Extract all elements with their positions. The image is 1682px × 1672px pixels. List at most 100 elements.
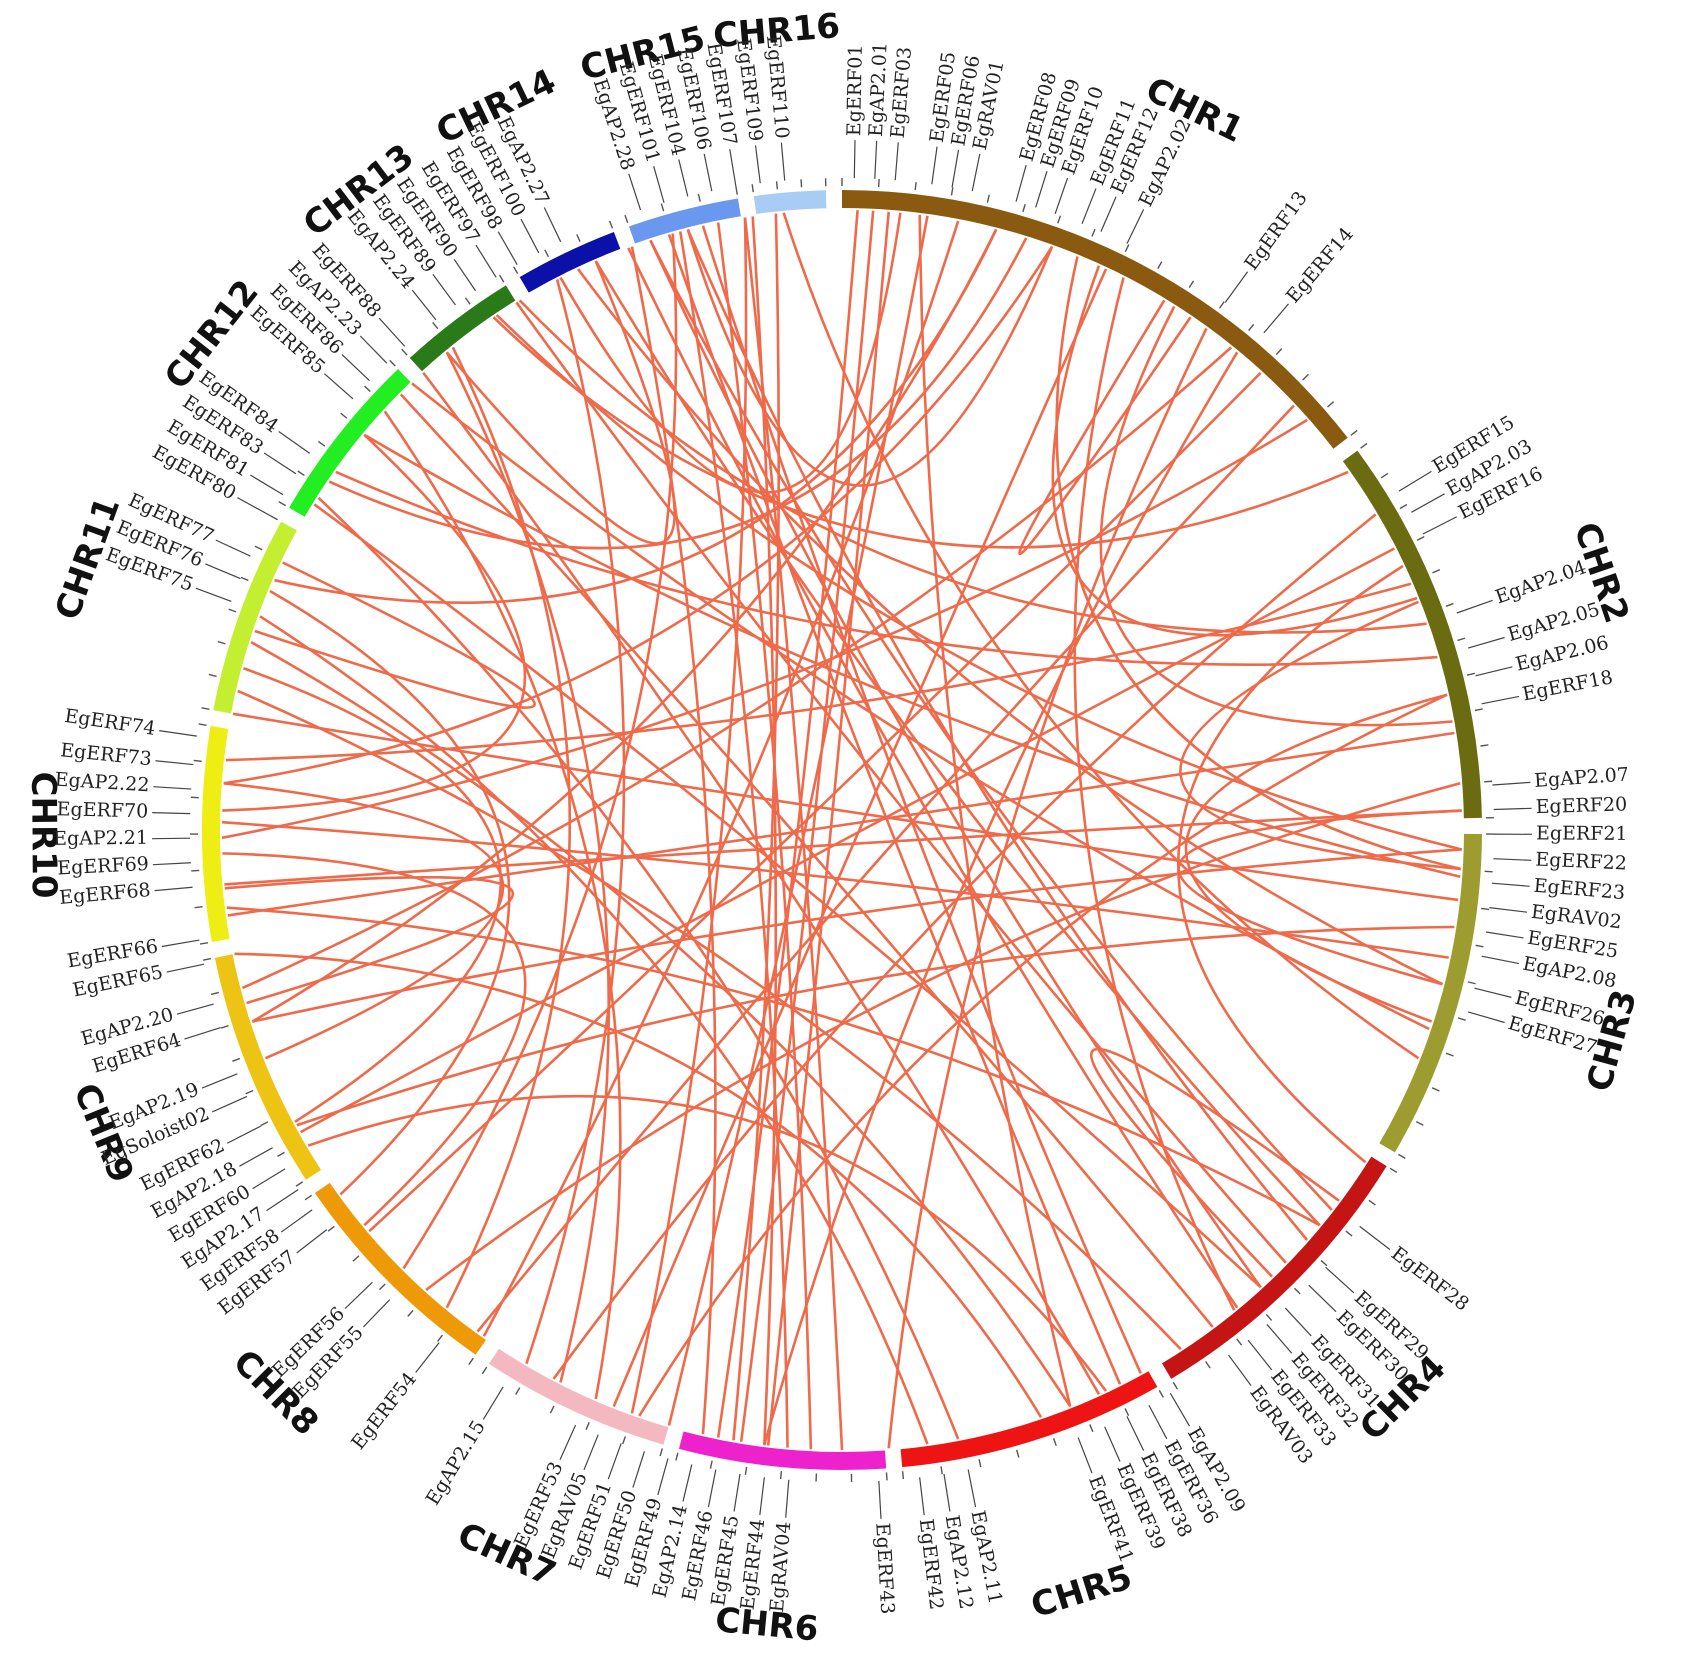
synteny-link bbox=[1055, 256, 1462, 871]
tick-mark bbox=[270, 515, 278, 521]
tick-mark bbox=[363, 385, 371, 393]
synteny-links bbox=[221, 210, 1462, 1451]
tick-mark bbox=[576, 234, 581, 242]
tick-mark bbox=[950, 187, 954, 196]
tick-mark bbox=[1172, 1381, 1179, 1390]
synteny-link bbox=[232, 712, 1459, 902]
gene-label: EgERF03 bbox=[887, 46, 916, 139]
gene-leader-line bbox=[1475, 666, 1513, 677]
synteny-link bbox=[766, 211, 890, 1446]
synteny-link bbox=[252, 848, 1462, 1023]
tick-mark bbox=[327, 1225, 335, 1232]
synteny-link bbox=[224, 809, 1462, 886]
gene-leader-line bbox=[252, 1168, 286, 1190]
gene-leader-line bbox=[296, 1229, 328, 1254]
chromosome-arc-chr4 bbox=[1161, 1156, 1387, 1379]
tick-mark bbox=[978, 1459, 982, 1468]
synteny-link bbox=[241, 346, 1233, 990]
synteny-link bbox=[649, 239, 1262, 1289]
chromosome-arc-chr5 bbox=[900, 1371, 1158, 1468]
gene-leader-line bbox=[1308, 1284, 1337, 1313]
tick-mark bbox=[800, 179, 803, 188]
tick-mark bbox=[1415, 1120, 1424, 1126]
synteny-link bbox=[630, 246, 717, 1435]
tick-mark bbox=[201, 707, 210, 711]
gene-leader-line bbox=[1284, 1307, 1312, 1337]
synteny-link bbox=[1184, 693, 1448, 1023]
gene-leader-line bbox=[359, 335, 388, 364]
tick-mark bbox=[1474, 708, 1483, 712]
tick-mark bbox=[1445, 602, 1454, 607]
gene-leader-line bbox=[1015, 164, 1027, 202]
tick-mark bbox=[608, 220, 614, 229]
gene-leader-line bbox=[759, 1477, 765, 1516]
chromosome-ring bbox=[201, 190, 1482, 1471]
gene-label: EgAP2.07 bbox=[1534, 764, 1630, 792]
gene-leader-line bbox=[155, 760, 194, 766]
gene-label: EgERF21 bbox=[1536, 822, 1628, 845]
gene-leader-line bbox=[1411, 493, 1445, 513]
synteny-link bbox=[223, 782, 505, 1060]
synteny-link bbox=[482, 220, 960, 1337]
synteny-link bbox=[492, 316, 1349, 549]
synteny-link bbox=[269, 589, 511, 1196]
synteny-link bbox=[251, 228, 998, 1023]
chromosome-arc-chr9 bbox=[214, 954, 322, 1180]
gene-leader-line bbox=[1126, 209, 1145, 244]
tick-mark bbox=[885, 1472, 888, 1481]
synteny-link bbox=[515, 301, 1287, 1264]
gene-label: EgERF70 bbox=[56, 798, 148, 822]
tick-mark bbox=[1457, 1017, 1466, 1021]
gene-leader-line bbox=[266, 1189, 299, 1212]
synteny-link bbox=[1073, 277, 1236, 1311]
chromosome-label: CHR5 bbox=[1026, 1557, 1136, 1626]
gene-leader-line bbox=[344, 1281, 373, 1310]
chromosome-arc-chr15 bbox=[628, 198, 741, 244]
synteny-link bbox=[243, 667, 503, 1123]
synteny-link bbox=[525, 279, 626, 1365]
gene-leader-line bbox=[1126, 1416, 1145, 1451]
gene-leader-line bbox=[559, 1424, 577, 1461]
synteny-link bbox=[221, 418, 1308, 840]
synteny-link bbox=[383, 410, 622, 1400]
tick-mark bbox=[1124, 1408, 1130, 1416]
synteny-link bbox=[701, 225, 1142, 1374]
gene-leader-line bbox=[1493, 858, 1532, 861]
tick-mark bbox=[1265, 1313, 1273, 1321]
tick-mark bbox=[352, 1255, 360, 1262]
chromosome-arc-chr2 bbox=[1342, 450, 1482, 819]
tick-mark bbox=[775, 181, 779, 190]
tick-mark bbox=[585, 1422, 590, 1430]
tick-mark bbox=[194, 906, 203, 909]
gene-leader-line bbox=[1467, 636, 1505, 649]
synteny-link bbox=[638, 693, 1448, 1417]
tick-mark bbox=[513, 266, 519, 274]
synteny-link bbox=[732, 213, 781, 1441]
gene-leader-line bbox=[703, 153, 713, 192]
gene-leader-line bbox=[415, 1342, 440, 1373]
synteny-link bbox=[576, 268, 1444, 986]
tick-mark bbox=[744, 1466, 748, 1475]
gene-leader-line bbox=[237, 497, 271, 517]
tick-mark bbox=[1466, 672, 1476, 676]
gene-leader-line bbox=[1247, 1339, 1273, 1371]
tick-mark bbox=[986, 194, 990, 203]
tick-mark bbox=[624, 214, 629, 223]
tick-mark bbox=[202, 957, 212, 961]
chromosome-arc-chr13 bbox=[409, 285, 516, 372]
gene-label: EgERF28 bbox=[1387, 1242, 1473, 1315]
chromosome-ticks bbox=[190, 178, 1494, 1482]
tick-mark bbox=[1380, 472, 1389, 479]
gene-leader-line bbox=[1481, 695, 1520, 705]
synteny-link bbox=[317, 496, 960, 1440]
gene-label: EgAP2.22 bbox=[54, 768, 150, 796]
gene-leader-line bbox=[152, 862, 191, 866]
chromosome-label: CHR6 bbox=[714, 1600, 821, 1650]
gene-leader-line bbox=[657, 1458, 669, 1496]
gene-leader-line bbox=[1467, 1011, 1505, 1024]
gene-label: EgERF01 bbox=[843, 44, 867, 136]
gene-leader-line bbox=[874, 140, 878, 179]
tick-mark bbox=[1480, 744, 1489, 747]
tick-mark bbox=[1275, 348, 1283, 356]
gene-leader-line bbox=[931, 146, 938, 185]
